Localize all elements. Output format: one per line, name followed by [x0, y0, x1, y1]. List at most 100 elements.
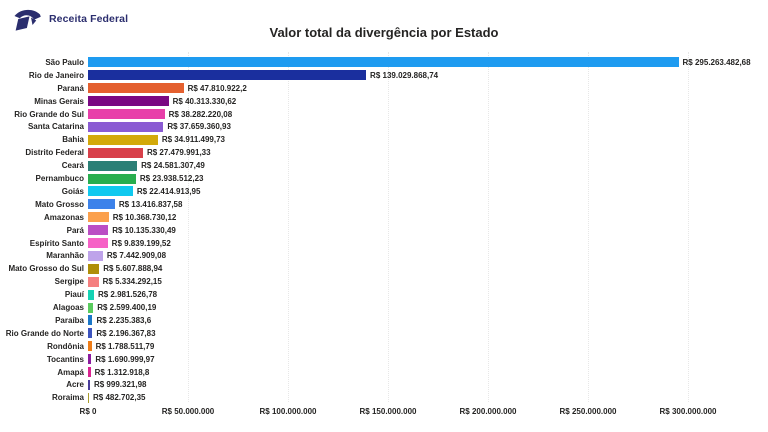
value-label: R$ 27.479.991,33	[146, 148, 211, 158]
value-label: R$ 37.659.360,93	[167, 122, 231, 132]
x-axis-tick-label: R$ 300.000.000	[659, 407, 717, 416]
value-label: R$ 5.607.888,94	[103, 264, 163, 274]
bar-mato-grosso[interactable]	[88, 199, 115, 210]
value-label: R$ 10.368.730,12	[112, 212, 177, 222]
value-label: R$ 139.029.868,74	[370, 70, 439, 80]
bar-alagoas[interactable]	[88, 302, 94, 313]
x-axis-tick-label: R$ 0	[79, 407, 97, 416]
x-axis-tick-label: R$ 200.000.000	[459, 407, 517, 416]
bar-row: Mato Grosso do Sul R$ 5.607.888,94	[0, 262, 768, 275]
bar-row: Piauí R$ 2.981.526,78	[0, 288, 768, 301]
category-label: Espírito Santo	[29, 238, 84, 248]
bar-amazonas[interactable]	[88, 212, 109, 223]
category-label: Santa Catarina	[27, 122, 84, 132]
bar-row: Minas Gerais R$ 40.313.330,62	[0, 95, 768, 108]
bar-row: Roraima R$ 482.702,35	[0, 391, 768, 404]
value-label: R$ 2.196.367,83	[96, 328, 156, 338]
category-label: Paraíba	[55, 315, 84, 325]
bar-piauí[interactable]	[88, 289, 94, 300]
bar-row: Tocantins R$ 1.690.999,97	[0, 353, 768, 366]
value-label: R$ 24.581.307,49	[141, 161, 205, 171]
category-label: Distrito Federal	[25, 148, 84, 158]
bar-row: Paraíba R$ 2.235.383,6	[0, 314, 768, 327]
bar-row: Espírito Santo R$ 9.839.199,52	[0, 237, 768, 250]
bar-row: Paraná R$ 47.810.922,2	[0, 82, 768, 95]
category-label: Pará	[66, 225, 84, 235]
x-axis-tick-label: R$ 50.000.000	[161, 407, 215, 416]
category-label: Acre	[66, 380, 84, 390]
bar-row: Distrito Federal R$ 27.479.991,33	[0, 146, 768, 159]
bar-espírito-santo[interactable]	[88, 238, 108, 249]
gridline	[688, 52, 689, 402]
bar-mato-grosso-do-sul[interactable]	[88, 263, 100, 274]
value-label: R$ 10.135.330,49	[112, 225, 176, 235]
bar-santa-catarina[interactable]	[88, 121, 164, 132]
bar-row: Rio de Janeiro R$ 139.029.868,74	[0, 69, 768, 82]
bar-row: Ceará R$ 24.581.307,49	[0, 159, 768, 172]
bar-pará[interactable]	[88, 225, 109, 236]
category-label: Tocantins	[46, 354, 84, 364]
bar-rio-de-janeiro[interactable]	[88, 70, 367, 81]
category-label: Pernambuco	[35, 174, 84, 184]
brand-name: Receita Federal	[49, 13, 129, 25]
bar-rio-grande-do-norte[interactable]	[88, 328, 93, 339]
category-label: Rio Grande do Norte	[5, 328, 84, 338]
bar-amapá[interactable]	[88, 367, 91, 378]
value-label: R$ 22.414.913,95	[136, 186, 201, 196]
category-label: São Paulo	[45, 57, 84, 67]
value-label: R$ 23.938.512,23	[139, 174, 204, 184]
bar-sergipe[interactable]	[88, 276, 99, 287]
bar-row: Sergipe R$ 5.334.292,15	[0, 275, 768, 288]
bar-ceará[interactable]	[88, 160, 138, 171]
bar-row: Pará R$ 10.135.330,49	[0, 224, 768, 237]
bar-goiás[interactable]	[88, 186, 133, 197]
value-label: R$ 2.599.400,19	[97, 303, 157, 313]
value-label: R$ 38.282.220,08	[168, 109, 233, 119]
value-label: R$ 7.442.909,08	[106, 251, 167, 261]
bar-rio-grande-do-sul[interactable]	[88, 109, 165, 120]
bar-acre[interactable]	[88, 379, 90, 390]
bar-tocantins[interactable]	[88, 354, 92, 365]
category-label: Paraná	[57, 83, 84, 93]
x-axis-tick-label: R$ 150.000.000	[359, 407, 417, 416]
bar-paraíba[interactable]	[88, 315, 93, 326]
bar-minas-gerais[interactable]	[88, 96, 169, 107]
bar-row: Goiás R$ 22.414.913,95	[0, 185, 768, 198]
value-label: R$ 1.312.918,8	[94, 367, 150, 377]
bar-maranhão[interactable]	[88, 250, 103, 261]
bar-row: Rondônia R$ 1.788.511,79	[0, 340, 768, 353]
value-label: R$ 5.334.292,15	[102, 277, 162, 287]
value-label: R$ 1.690.999,97	[95, 354, 155, 364]
bar-row: Amapá R$ 1.312.918,8	[0, 366, 768, 379]
bar-row: Santa Catarina R$ 37.659.360,93	[0, 121, 768, 134]
value-label: R$ 999.321,98	[93, 380, 147, 390]
bar-pernambuco[interactable]	[88, 173, 136, 184]
bar-rondônia[interactable]	[88, 341, 92, 352]
bar-row: Rio Grande do Norte R$ 2.196.367,83	[0, 327, 768, 340]
category-label: Piauí	[64, 290, 84, 300]
bar-roraima[interactable]	[88, 392, 89, 403]
bar-row: Rio Grande do Sul R$ 38.282.220,08	[0, 108, 768, 121]
bar-distrito-federal[interactable]	[88, 147, 143, 158]
category-label: Mato Grosso do Sul	[8, 264, 84, 274]
category-label: Goiás	[61, 186, 84, 196]
bar-são-paulo[interactable]	[88, 57, 679, 68]
category-label: Rio de Janeiro	[28, 70, 84, 80]
bar-row: São Paulo R$ 295.263.482,68	[0, 56, 768, 69]
category-label: Amapá	[57, 367, 84, 377]
category-label: Ceará	[61, 161, 84, 171]
value-label: R$ 9.839.199,52	[111, 238, 171, 248]
value-label: R$ 2.981.526,78	[97, 290, 158, 300]
bar-row: Alagoas R$ 2.599.400,19	[0, 301, 768, 314]
value-label: R$ 482.702,35	[93, 393, 146, 403]
value-label: R$ 34.911.499,73	[161, 135, 225, 145]
gridline	[188, 52, 189, 402]
bar-row: Pernambuco R$ 23.938.512,23	[0, 172, 768, 185]
receita-federal-logo-icon	[13, 7, 43, 31]
value-label: R$ 47.810.922,2	[187, 83, 247, 93]
bar-paraná[interactable]	[88, 83, 184, 94]
bar-bahia[interactable]	[88, 134, 158, 145]
category-label: Rio Grande do Sul	[14, 109, 84, 119]
value-label: R$ 13.416.837,58	[118, 199, 183, 209]
